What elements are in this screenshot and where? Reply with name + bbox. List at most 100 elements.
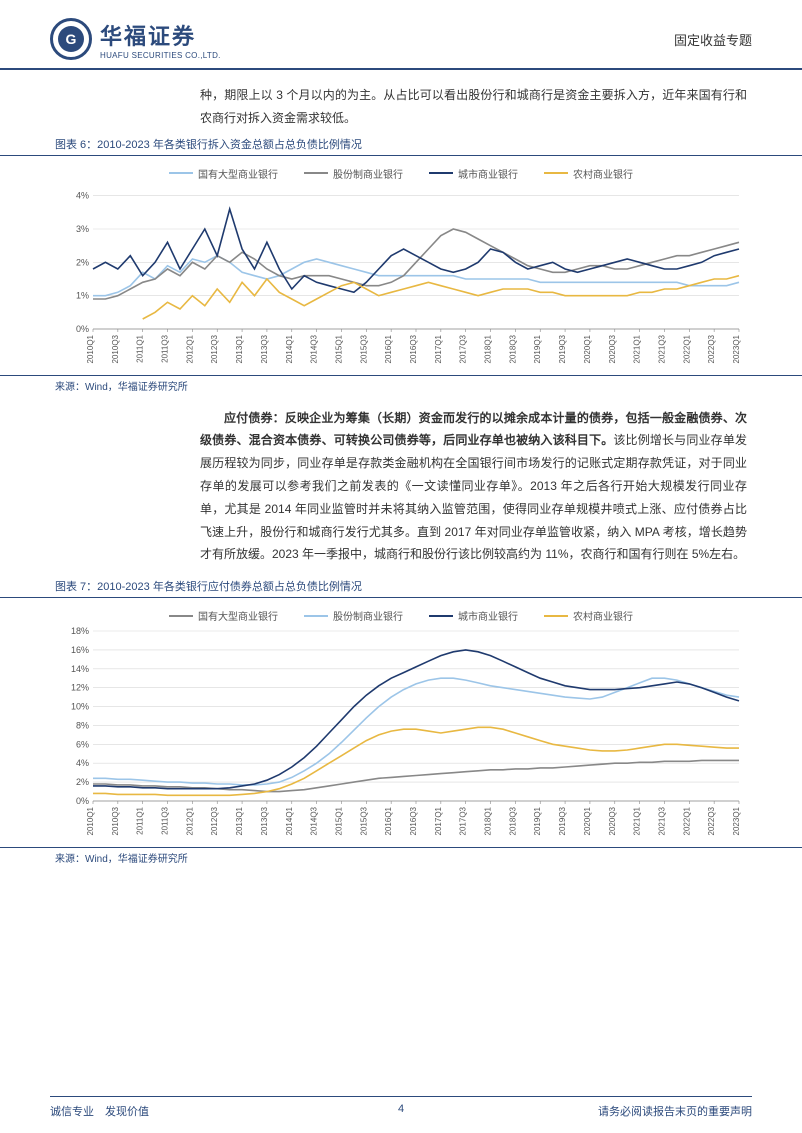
svg-text:2018Q1: 2018Q1 (484, 807, 493, 836)
svg-text:2018Q3: 2018Q3 (508, 807, 517, 836)
svg-text:10%: 10% (71, 702, 89, 712)
svg-text:2021Q1: 2021Q1 (633, 334, 642, 363)
chart7-container: 国有大型商业银行 股份制商业银行 城市商业银行 农村商业银行 0% 2% 4% 6% 8% 10… (0, 602, 802, 847)
svg-text:2%: 2% (76, 257, 89, 267)
svg-text:2019Q1: 2019Q1 (533, 807, 542, 836)
svg-text:2017Q3: 2017Q3 (459, 334, 468, 363)
chart7-source: 来源：Wind，华福证券研究所 (0, 847, 802, 865)
svg-text:14%: 14% (71, 664, 89, 674)
svg-text:2012Q1: 2012Q1 (185, 807, 194, 836)
svg-text:2014Q3: 2014Q3 (310, 807, 319, 836)
svg-text:2016Q3: 2016Q3 (409, 807, 418, 836)
svg-text:2010Q1: 2010Q1 (86, 807, 95, 836)
svg-text:2016Q3: 2016Q3 (409, 334, 418, 363)
page-footer: 诚信专业 发现价值 4 请务必阅读报告末页的重要声明 (0, 1096, 802, 1133)
svg-text:2016Q1: 2016Q1 (384, 334, 393, 363)
svg-text:18%: 18% (71, 627, 89, 636)
svg-text:2021Q1: 2021Q1 (633, 807, 642, 836)
svg-text:2011Q3: 2011Q3 (161, 807, 170, 835)
svg-text:2011Q1: 2011Q1 (136, 807, 145, 835)
svg-text:6%: 6% (76, 740, 89, 750)
legend-item: 城市商业银行 (429, 608, 518, 623)
svg-text:2022Q1: 2022Q1 (682, 334, 691, 363)
svg-text:2023Q1: 2023Q1 (732, 334, 741, 363)
svg-text:0%: 0% (76, 324, 89, 334)
svg-text:2013Q1: 2013Q1 (235, 807, 244, 836)
svg-text:2019Q1: 2019Q1 (533, 334, 542, 363)
svg-text:2017Q1: 2017Q1 (434, 334, 443, 363)
legend-item: 国有大型商业银行 (169, 608, 278, 623)
chart6-source: 来源：Wind，华福证券研究所 (0, 375, 802, 393)
svg-text:2020Q1: 2020Q1 (583, 807, 592, 836)
logo-letter: G (58, 26, 84, 52)
svg-text:2019Q3: 2019Q3 (558, 334, 567, 363)
legend-item: 农村商业银行 (544, 608, 633, 623)
svg-text:2021Q3: 2021Q3 (657, 334, 666, 363)
document-type: 固定收益专题 (674, 30, 752, 49)
chart7-caption: 图表 7：2010-2023 年各类银行应付债券总额占总负债比例情况 (0, 572, 802, 598)
legend-item: 国有大型商业银行 (169, 166, 278, 181)
svg-text:2012Q1: 2012Q1 (185, 334, 194, 363)
para2-rest: 该比例增长与同业存单发展历程较为同步，同业存单是存款类金融机构在全国银行间市场发… (200, 433, 747, 561)
svg-text:0%: 0% (76, 796, 89, 806)
chart6-legend: 国有大型商业银行 股份制商业银行 城市商业银行 农村商业银行 (55, 160, 747, 185)
svg-text:2022Q3: 2022Q3 (707, 807, 716, 836)
svg-text:2016Q1: 2016Q1 (384, 807, 393, 836)
svg-text:4%: 4% (76, 190, 89, 200)
svg-text:2015Q3: 2015Q3 (359, 807, 368, 836)
company-name-en: HUAFU SECURITIES CO.,LTD. (100, 51, 221, 60)
paragraph-1: 种，期限上以 3 个月以内的为主。从占比可以看出股份行和城商行是资金主要拆入方，… (0, 70, 802, 130)
svg-text:2018Q3: 2018Q3 (508, 334, 517, 363)
svg-text:2012Q3: 2012Q3 (210, 334, 219, 363)
svg-text:2%: 2% (76, 777, 89, 787)
svg-text:12%: 12% (71, 683, 89, 693)
page-header: G 华福证券 HUAFU SECURITIES CO.,LTD. 固定收益专题 (0, 0, 802, 70)
logo-mark: G (50, 18, 92, 60)
svg-text:1%: 1% (76, 290, 89, 300)
svg-text:2020Q3: 2020Q3 (608, 334, 617, 363)
svg-text:2013Q3: 2013Q3 (260, 334, 269, 363)
svg-text:2014Q1: 2014Q1 (285, 807, 294, 836)
svg-text:2023Q1: 2023Q1 (732, 807, 741, 836)
footer-right: 请务必阅读报告末页的重要声明 (598, 1103, 752, 1119)
svg-text:2011Q1: 2011Q1 (136, 334, 145, 362)
chart7-svg: 0% 2% 4% 6% 8% 10% 12% 14% 16% 18% 2010Q1 2010Q3 201… (55, 627, 747, 847)
svg-text:2018Q1: 2018Q1 (484, 334, 493, 363)
svg-text:2012Q3: 2012Q3 (210, 807, 219, 836)
svg-text:2017Q3: 2017Q3 (459, 807, 468, 836)
svg-text:2013Q1: 2013Q1 (235, 334, 244, 363)
svg-text:2015Q3: 2015Q3 (359, 334, 368, 363)
legend-item: 城市商业银行 (429, 166, 518, 181)
svg-text:3%: 3% (76, 224, 89, 234)
company-name-cn: 华福证券 (100, 19, 221, 51)
svg-text:2022Q3: 2022Q3 (707, 334, 716, 363)
svg-text:2014Q1: 2014Q1 (285, 334, 294, 363)
company-logo: G 华福证券 HUAFU SECURITIES CO.,LTD. (50, 18, 221, 60)
legend-item: 股份制商业银行 (304, 608, 403, 623)
svg-text:2013Q3: 2013Q3 (260, 807, 269, 836)
svg-text:2020Q1: 2020Q1 (583, 334, 592, 363)
paragraph-2: 应付债券：反映企业为筹集（长期）资金而发行的以摊余成本计量的债券，包括一般金融债… (0, 393, 802, 573)
svg-text:2010Q1: 2010Q1 (86, 334, 95, 363)
svg-text:2017Q1: 2017Q1 (434, 807, 443, 836)
chart6-svg: 0% 1% 2% 3% 4% 2010Q1 2010Q3 2011Q1 2011Q3 2012Q1… (55, 185, 747, 375)
footer-left: 诚信专业 发现价值 (50, 1103, 149, 1119)
svg-text:2020Q3: 2020Q3 (608, 807, 617, 836)
svg-text:8%: 8% (76, 721, 89, 731)
footer-page: 4 (398, 1103, 404, 1115)
svg-text:2022Q1: 2022Q1 (682, 807, 691, 836)
svg-text:2015Q1: 2015Q1 (334, 807, 343, 836)
svg-text:16%: 16% (71, 645, 89, 655)
svg-text:2011Q3: 2011Q3 (161, 334, 170, 362)
svg-text:2014Q3: 2014Q3 (310, 334, 319, 363)
svg-text:2010Q3: 2010Q3 (111, 334, 120, 363)
chart7-legend: 国有大型商业银行 股份制商业银行 城市商业银行 农村商业银行 (55, 602, 747, 627)
legend-item: 农村商业银行 (544, 166, 633, 181)
chart6-container: 国有大型商业银行 股份制商业银行 城市商业银行 农村商业银行 0% 1% 2% 3% 4% 20… (0, 160, 802, 375)
legend-item: 股份制商业银行 (304, 166, 403, 181)
svg-text:2019Q3: 2019Q3 (558, 807, 567, 836)
svg-text:4%: 4% (76, 758, 89, 768)
svg-text:2015Q1: 2015Q1 (334, 334, 343, 363)
logo-text: 华福证券 HUAFU SECURITIES CO.,LTD. (100, 19, 221, 60)
svg-text:2010Q3: 2010Q3 (111, 807, 120, 836)
